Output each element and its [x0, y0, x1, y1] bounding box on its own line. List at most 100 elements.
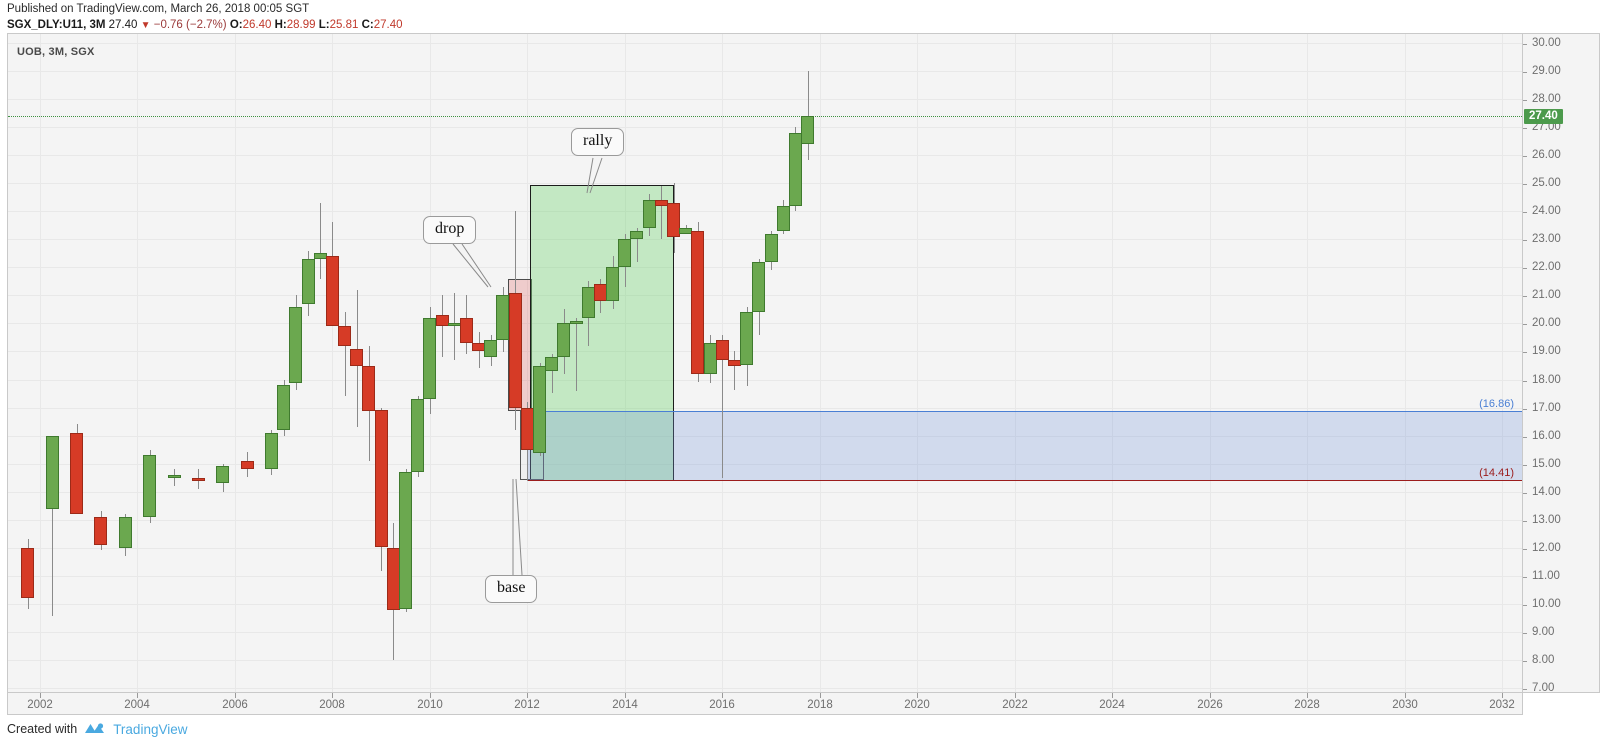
time-tick-label: 2030: [1392, 699, 1418, 711]
price-tick-label: 27.00: [1532, 121, 1561, 133]
candle-body: [241, 461, 254, 469]
open-value: 26.40: [242, 19, 272, 31]
price-tick-label: 28.00: [1532, 93, 1561, 105]
time-tick-label: 2010: [417, 699, 443, 711]
price-tick: [1523, 72, 1527, 73]
plot-area[interactable]: (16.86) (14.41) rally drop base: [8, 34, 1522, 692]
candle-body: [168, 475, 181, 478]
price-axis[interactable]: 7.00 8.00 9.00 10.00 11.00 12.00 13.00 14.00 15.…: [1523, 33, 1600, 694]
price-tick: [1523, 44, 1527, 45]
price-tick: [1523, 156, 1527, 157]
price-tick-label: 10.00: [1532, 598, 1561, 610]
time-tick: [235, 693, 236, 698]
gridline-horizontal: [8, 351, 1522, 352]
candle-body: [801, 116, 814, 144]
candle-body: [752, 262, 765, 312]
gridline-horizontal: [8, 660, 1522, 661]
candle-wick: [442, 295, 443, 357]
gridline-vertical: [625, 34, 626, 692]
gridline-horizontal: [8, 464, 1522, 465]
price-tick: [1523, 352, 1527, 353]
price-tick-label: 17.00: [1532, 402, 1561, 414]
price-tick-label: 8.00: [1532, 654, 1555, 666]
time-tick: [40, 693, 41, 698]
price-tick-label: 20.00: [1532, 317, 1561, 329]
candle-body: [375, 410, 388, 547]
price-tick: [1523, 577, 1527, 578]
price-tick-label: 13.00: [1532, 514, 1561, 526]
price-tick-label: 22.00: [1532, 261, 1561, 273]
candle-body: [533, 366, 546, 453]
gridline-horizontal: [8, 71, 1522, 72]
current-price-line: [8, 116, 1522, 117]
price-tick: [1523, 268, 1527, 269]
close-key: C:: [361, 19, 374, 31]
gridline-vertical: [332, 34, 333, 692]
zone-support-band[interactable]: [527, 411, 1522, 480]
candle-body: [289, 307, 302, 383]
candle-body: [338, 326, 351, 346]
candle-body: [350, 349, 363, 366]
gridline-horizontal: [8, 99, 1522, 100]
price-tick-label: 29.00: [1532, 65, 1561, 77]
gridline-vertical: [820, 34, 821, 692]
gridline-horizontal: [8, 548, 1522, 549]
gridline-horizontal: [8, 43, 1522, 44]
annotation-drop[interactable]: drop: [423, 216, 477, 244]
time-axis[interactable]: 2002 2004 2006 2008 2010 2012 2014 2016 2018 2020…: [7, 693, 1523, 715]
created-with-label: Created with: [7, 722, 78, 736]
annotation-base[interactable]: base: [485, 575, 538, 603]
candle-body: [423, 318, 436, 399]
candle-body: [643, 200, 656, 228]
gridline-vertical: [1502, 34, 1503, 692]
high-value: 28.99: [286, 19, 316, 31]
level-line-support[interactable]: [527, 480, 1522, 481]
price-tick: [1523, 212, 1527, 213]
time-tick: [1112, 693, 1113, 698]
quote-line: SGX_DLY:U11, 3M 27.40 ▼ −0.76 (−2.7%) O:…: [7, 19, 402, 31]
candle-body: [691, 231, 704, 374]
gridline-horizontal: [8, 408, 1522, 409]
level-line-resistance[interactable]: [527, 411, 1522, 412]
candle-body: [557, 323, 570, 357]
candle-body: [21, 548, 34, 598]
candle-body: [509, 293, 522, 408]
gridline-vertical: [235, 34, 236, 692]
candle-body: [606, 267, 619, 301]
gridline-horizontal: [8, 295, 1522, 296]
time-tick: [1307, 693, 1308, 698]
time-tick: [625, 693, 626, 698]
current-price-tag: 27.40: [1524, 109, 1563, 124]
gridline-vertical: [1015, 34, 1016, 692]
price-tick: [1523, 184, 1527, 185]
published-line: Published on TradingView.com, March 26, …: [7, 3, 310, 15]
candle-wick: [734, 351, 735, 390]
candle-body: [667, 203, 680, 237]
time-tick: [1405, 693, 1406, 698]
annotation-rally[interactable]: rally: [571, 128, 625, 156]
time-tick-label: 2014: [612, 699, 638, 711]
gridline-horizontal: [8, 183, 1522, 184]
chart-canvas[interactable]: (16.86) (14.41) rally drop base UOB, 3M, SGX: [7, 33, 1523, 693]
tradingview-label: TradingView: [113, 721, 188, 737]
price-tick: [1523, 689, 1527, 690]
candle-wick: [454, 293, 455, 360]
header-bar: Published on TradingView.com, March 26, …: [0, 0, 1600, 32]
time-tick: [1502, 693, 1503, 698]
price-tick-label: 18.00: [1532, 374, 1561, 386]
price-tick-label: 12.00: [1532, 542, 1561, 554]
candle-wick: [345, 312, 346, 396]
gridline-horizontal: [8, 155, 1522, 156]
gridline-vertical: [1405, 34, 1406, 692]
price-tick-label: 9.00: [1532, 626, 1555, 638]
candle-body: [436, 315, 449, 326]
gridline-horizontal: [8, 323, 1522, 324]
gridline-horizontal: [8, 267, 1522, 268]
candle-wick: [52, 495, 53, 616]
time-tick-label: 2022: [1002, 699, 1028, 711]
price-tick-label: 25.00: [1532, 177, 1561, 189]
candle-wick: [576, 318, 577, 391]
time-tick: [527, 693, 528, 698]
level-label-support: (14.41): [1479, 467, 1514, 479]
price-tick-label: 21.00: [1532, 289, 1561, 301]
